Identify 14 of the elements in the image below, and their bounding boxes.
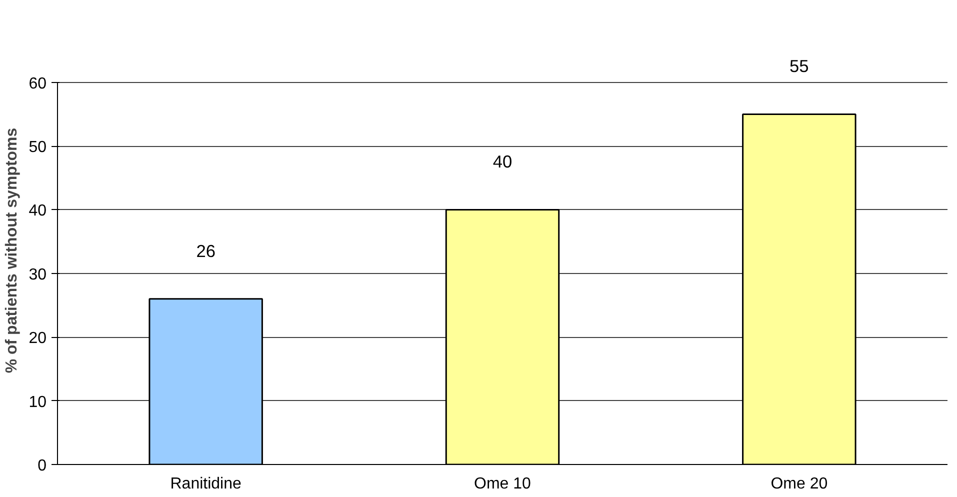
y-tick-label: 50 — [28, 139, 47, 156]
x-tick-label: Ranitidine — [170, 476, 242, 492]
y-tick-label: 20 — [28, 330, 47, 348]
data-label: 55 — [790, 56, 809, 76]
y-tick-label: 30 — [28, 266, 47, 284]
data-label: 40 — [492, 152, 512, 172]
y-axis-title: % of patients without symptoms — [4, 128, 21, 374]
y-tick-label: 0 — [38, 458, 47, 474]
x-tick-label: Ome 20 — [770, 476, 828, 492]
data-label: 26 — [196, 240, 216, 261]
y-tick-label: 40 — [28, 202, 47, 220]
y-tick-label: 10 — [28, 394, 47, 411]
y-tick-label: 60 — [28, 75, 47, 92]
x-tick-label: Ome 10 — [474, 476, 532, 492]
